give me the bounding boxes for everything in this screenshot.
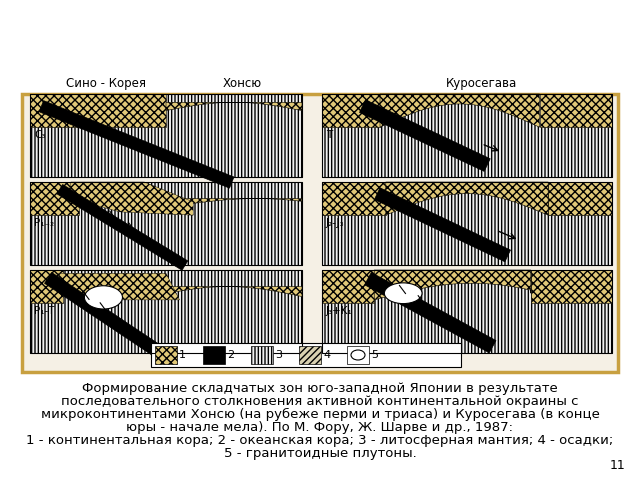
Bar: [30, 270, 302, 353]
Bar: [322, 182, 386, 215]
Bar: [347, 346, 369, 364]
Text: Р₁₋₂: Р₁₋₂: [34, 218, 54, 228]
Bar: [30, 94, 302, 177]
Polygon shape: [39, 101, 234, 188]
Bar: [322, 270, 612, 353]
Text: 5 - гранитоидные плутоны.: 5 - гранитоидные плутоны.: [223, 447, 417, 460]
Text: Куросегава: Куросегава: [446, 77, 517, 90]
Bar: [30, 182, 302, 265]
Text: Т: Т: [326, 131, 332, 141]
Bar: [322, 270, 612, 353]
Bar: [30, 182, 302, 265]
Polygon shape: [180, 199, 302, 205]
Bar: [30, 270, 63, 303]
Bar: [322, 270, 374, 303]
Bar: [203, 346, 225, 364]
Polygon shape: [57, 184, 188, 270]
Bar: [322, 182, 612, 265]
Polygon shape: [365, 273, 496, 353]
Text: J₃+K₁: J₃+K₁: [326, 307, 353, 316]
Ellipse shape: [385, 283, 422, 304]
Text: 11: 11: [609, 459, 625, 472]
Bar: [155, 346, 177, 364]
Text: 4: 4: [323, 350, 330, 360]
Text: 1: 1: [179, 350, 186, 360]
Text: Формирование складчатых зон юго-западной Японии в результате: Формирование складчатых зон юго-западной…: [82, 382, 558, 395]
Text: 3: 3: [275, 350, 282, 360]
Bar: [251, 346, 273, 364]
Bar: [151, 343, 461, 367]
Bar: [30, 270, 302, 353]
Text: микроконтинентами Хонсю (на рубеже перми и триаса) и Куросегава (в конце: микроконтинентами Хонсю (на рубеже перми…: [40, 408, 600, 421]
Polygon shape: [374, 270, 531, 300]
Text: Р₁-Т: Р₁-Т: [34, 307, 54, 316]
Text: последовательного столкновения активной континентальной окраины с: последовательного столкновения активной …: [61, 395, 579, 408]
Polygon shape: [374, 188, 511, 262]
Text: 5: 5: [371, 350, 378, 360]
Text: 2: 2: [227, 350, 234, 360]
Polygon shape: [166, 102, 302, 110]
Text: Хонсю: Хонсю: [223, 77, 262, 90]
Bar: [30, 182, 79, 215]
Ellipse shape: [84, 286, 122, 309]
Polygon shape: [380, 94, 540, 127]
Bar: [540, 94, 612, 127]
Text: 1 - континентальная кора; 2 - океанская кора; 3 - литосферная мантия; 4 - осадки: 1 - континентальная кора; 2 - океанская …: [26, 434, 614, 447]
Bar: [299, 346, 321, 364]
Bar: [322, 94, 612, 177]
Polygon shape: [386, 182, 548, 215]
Bar: [531, 270, 612, 303]
Bar: [30, 94, 302, 177]
Bar: [548, 182, 612, 215]
Text: юры - начале мела). По М. Фору, Ж. Шарве и др., 1987:: юры - начале мела). По М. Фору, Ж. Шарве…: [127, 421, 513, 434]
Bar: [30, 94, 166, 127]
Text: J₂-J₃: J₂-J₃: [326, 218, 344, 228]
Ellipse shape: [351, 350, 365, 360]
Polygon shape: [71, 182, 193, 215]
Polygon shape: [152, 287, 302, 297]
Text: С₃: С₃: [34, 131, 45, 141]
Polygon shape: [45, 273, 166, 360]
Polygon shape: [360, 100, 490, 171]
Text: Сино - Корея: Сино - Корея: [66, 77, 146, 90]
Bar: [322, 94, 612, 177]
Bar: [22, 94, 618, 372]
Bar: [322, 182, 612, 265]
Bar: [322, 94, 380, 127]
Polygon shape: [57, 273, 180, 300]
